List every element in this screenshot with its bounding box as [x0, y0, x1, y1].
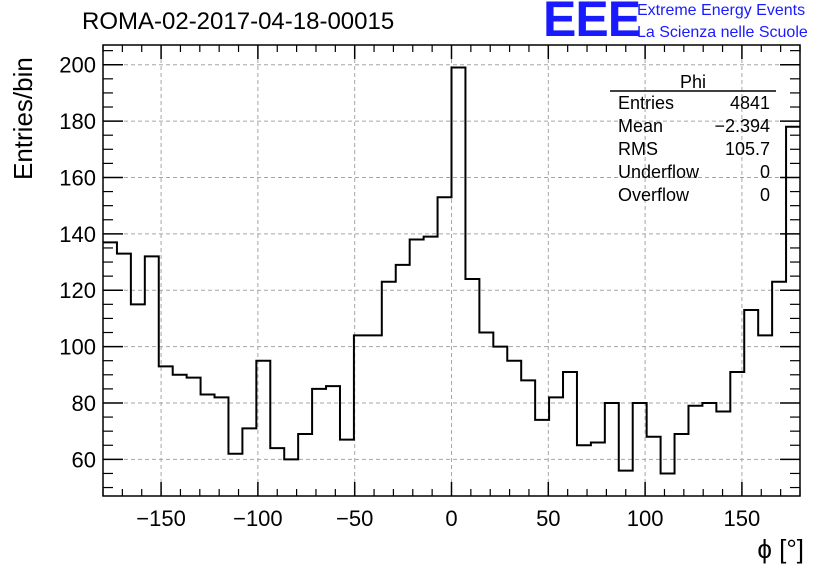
logo-line-1: Extreme Energy Events [637, 2, 806, 19]
stats-value: 105.7 [724, 139, 770, 159]
y-axis-label: Entries/bin [8, 57, 38, 180]
y-tick-label: 120 [59, 278, 96, 303]
stats-label: Overflow [618, 185, 690, 205]
y-tick-label: 80 [72, 391, 96, 416]
stats-value: −2.394 [714, 116, 770, 136]
y-tick-label: 60 [72, 447, 96, 472]
x-tick-label: −50 [336, 506, 373, 531]
histogram-outline [103, 66, 800, 475]
chart-title: ROMA-02-2017-04-18-00015 [82, 8, 395, 35]
y-tick-label: 100 [59, 335, 96, 360]
y-tick-label: 140 [59, 222, 96, 247]
stats-label: Underflow [618, 162, 700, 182]
x-axis-label: ϕ [°] [757, 534, 804, 564]
stats-box-title: Phi [679, 72, 706, 92]
axis-ticks [102, 45, 801, 496]
stats-value: 0 [759, 162, 770, 182]
stats-label: Mean [618, 116, 664, 136]
stats-value: 0 [759, 185, 770, 205]
logo-line-2: La Scienza nelle Scuole [637, 24, 808, 41]
stats-value: 4841 [729, 93, 770, 113]
stats-label: Entries [618, 93, 675, 113]
stats-label: RMS [618, 139, 658, 159]
x-tick-label: 50 [536, 506, 560, 531]
y-tick-label: 180 [59, 109, 96, 134]
x-tick-label: −100 [233, 506, 283, 531]
y-tick-label: 200 [59, 53, 96, 78]
x-tick-label: −150 [136, 506, 186, 531]
tick-labels: −150 −100 −50 0 50 100 150 60 80 100 120 140 160 180 2… [59, 53, 760, 531]
grid-lines [103, 45, 800, 496]
x-tick-label: 150 [724, 506, 761, 531]
y-tick-label: 160 [59, 165, 96, 190]
eee-logo: EEE [543, 0, 641, 47]
x-tick-label: 0 [445, 506, 457, 531]
x-tick-label: 100 [627, 506, 664, 531]
